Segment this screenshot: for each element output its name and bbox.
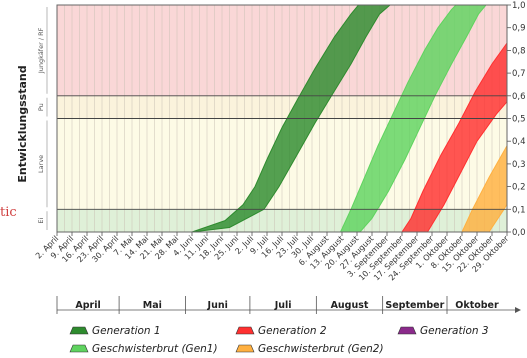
- legend-label: Geschwisterbrut (Gen1): [92, 343, 218, 355]
- y-tick-label: 0,6: [512, 92, 526, 102]
- stage-label: Pu: [37, 103, 45, 111]
- y-tick-label: 0,7: [512, 69, 526, 79]
- y-tick-label: 0,9: [512, 24, 526, 34]
- month-label: August: [331, 300, 369, 311]
- month-label: April: [75, 300, 100, 311]
- series-area-2: [401, 42, 507, 232]
- y-tick-label: 0,4: [512, 137, 526, 147]
- y-axis: 0,0 0,1 0,2 0,3 0,4 0,5 0,6 0,7 0,8 0,9 1,0: [507, 1, 526, 238]
- legend: Generation 1 Generation 2 Generation 3 Gesc…: [69, 325, 489, 355]
- month-axis-arrow: [515, 307, 521, 313]
- legend-label: Geschwisterbrut (Gen2): [258, 343, 384, 355]
- series-area-4: [461, 144, 507, 232]
- month-label: Oktober: [455, 300, 499, 311]
- legend-label: Generation 2: [258, 325, 327, 337]
- stage-labels: Ei Larve Pu Jungkäfer / RF: [37, 7, 48, 230]
- month-label: Juli: [274, 300, 292, 311]
- legend-swatch: [397, 326, 417, 335]
- y-tick-label: 0,1: [512, 205, 526, 215]
- y-tick-label: 0,3: [512, 160, 526, 170]
- y-tick-label: 0,2: [512, 183, 526, 193]
- month-label: Juni: [207, 300, 228, 311]
- month-label: September: [385, 300, 444, 311]
- legend-label: Generation 1: [92, 325, 161, 337]
- y-tick-label: 1,0: [512, 1, 526, 11]
- legend-label: Generation 3: [420, 325, 489, 337]
- y-tick-label: 0,0: [512, 228, 526, 238]
- legend-swatch: [69, 326, 89, 335]
- month-label: Mai: [143, 300, 162, 311]
- legend-swatch: [69, 344, 89, 353]
- stage-label: Larve: [37, 155, 45, 173]
- month-axis: April Mai Juni Juli August September Oktober: [56, 296, 521, 314]
- legend-swatch: [235, 344, 255, 353]
- legend-swatch: [235, 326, 255, 335]
- y-axis-title: Entwicklungsstand: [16, 65, 29, 182]
- stage-label: Jungkäfer / RF: [37, 27, 45, 74]
- stage-label: Ei: [37, 218, 45, 224]
- y-tick-label: 0,8: [512, 46, 526, 56]
- y-tick-label: 0,5: [512, 115, 526, 125]
- stray-text: tic: [0, 205, 17, 220]
